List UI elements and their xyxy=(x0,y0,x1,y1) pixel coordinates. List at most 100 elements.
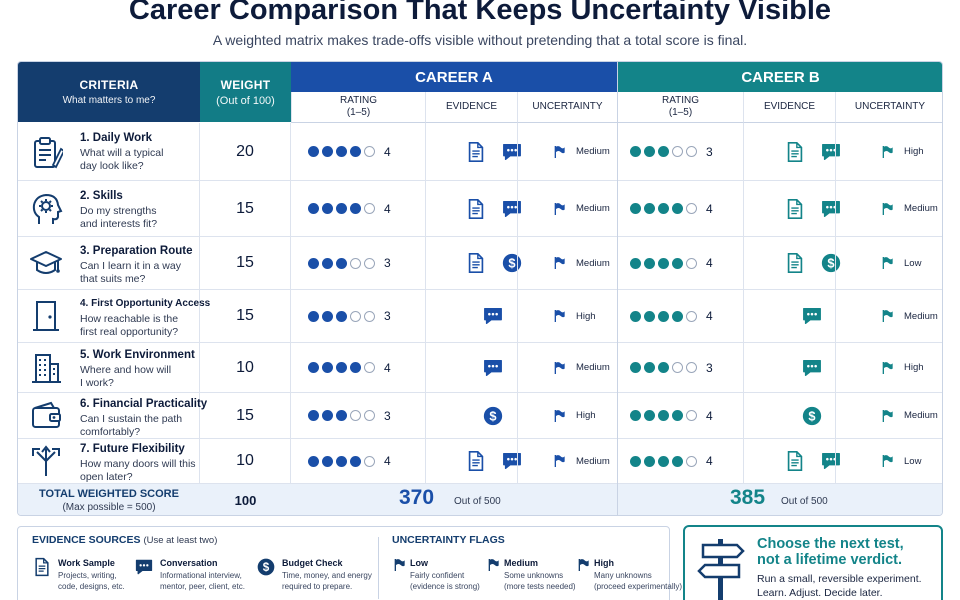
uncertainty-level: Medium xyxy=(576,203,610,214)
rating-number: 4 xyxy=(706,408,713,423)
rating-dot-filled xyxy=(644,310,655,322)
weight-header: WEIGHT (Out of 100) xyxy=(200,62,291,122)
career-a-rating-header: RATING (1–5) xyxy=(291,92,425,123)
rating-dot-filled xyxy=(308,410,319,421)
weight-value: 10 xyxy=(200,343,291,392)
next-test-callout: Choose the next test, not a lifetime ver… xyxy=(683,525,943,600)
career-b-evidence xyxy=(801,290,823,342)
svg-text:$: $ xyxy=(489,408,496,423)
career-b-evidence-header: EVIDENCE xyxy=(743,92,835,123)
rating-dot-empty xyxy=(364,362,375,373)
rating-dot-filled xyxy=(658,257,669,269)
rating-dot-filled xyxy=(336,310,347,322)
career-b-rating: 4 xyxy=(630,181,713,236)
rating-dot-filled xyxy=(322,455,333,467)
career-a-evidence xyxy=(465,181,523,236)
chat-icon xyxy=(822,200,840,217)
career-b-evidence xyxy=(784,123,842,180)
career-b-total-score: 385 xyxy=(730,486,766,509)
career-b-rating: 3 xyxy=(630,343,713,392)
rating-dot-filled xyxy=(308,146,319,157)
dollar-icon: $ xyxy=(502,253,522,273)
uncertainty-flag-title: High xyxy=(594,558,614,568)
rating-dot-filled xyxy=(630,310,641,322)
career-b-evidence xyxy=(801,343,823,392)
rating-dot-filled xyxy=(308,203,319,214)
flag-icon xyxy=(882,361,893,374)
svg-text:$: $ xyxy=(808,408,815,423)
rating-dot-filled xyxy=(672,310,683,322)
document-icon xyxy=(468,198,484,219)
career-b-uncertainty: High xyxy=(880,123,924,180)
uncertainty-flag-title: Medium xyxy=(504,558,539,568)
flag-icon xyxy=(554,409,565,422)
criterion-title: 5. Work Environment xyxy=(80,349,195,361)
document-icon xyxy=(468,451,484,471)
criterion-question-line-2: day look like? xyxy=(80,160,144,172)
career-a-uncertainty: Medium xyxy=(552,439,610,483)
uncertainty-flag-desc: Fairly confident (evidence is strong) xyxy=(410,570,480,592)
criteria-row: 4. First Opportunity Access How reachable… xyxy=(18,290,942,343)
rating-number: 3 xyxy=(384,408,391,423)
callout-text: Run a small, reversible experiment. Lear… xyxy=(757,572,922,600)
career-a-rating: 3 xyxy=(308,393,391,438)
rating-dot-filled xyxy=(322,362,333,373)
career-a-evidence xyxy=(465,439,523,483)
rating-dot-filled xyxy=(658,362,669,373)
chat-icon xyxy=(803,307,821,325)
document-icon xyxy=(787,451,803,471)
criterion-cell: 7. Future Flexibility How many doors will… xyxy=(18,439,200,483)
head-gear-icon xyxy=(32,193,63,224)
rating-number: 3 xyxy=(384,309,391,323)
rating-dot-empty xyxy=(672,362,683,373)
career-a-evidence xyxy=(465,123,523,180)
career-b-rating: 3 xyxy=(630,123,713,180)
criterion-question-line-1: Where and how will xyxy=(80,364,172,376)
rating-dot-filled xyxy=(336,203,347,214)
rating-dot-filled xyxy=(308,362,319,373)
rating-number: 3 xyxy=(706,144,713,159)
rating-dot-filled xyxy=(644,455,655,467)
uncertainty-level: High xyxy=(904,362,924,373)
rating-dot-filled xyxy=(350,203,361,214)
criteria-row: 3. Preparation Route Can I learn it in a … xyxy=(18,237,942,290)
rating-dot-filled xyxy=(336,410,347,421)
document-icon xyxy=(468,141,484,162)
rating-dot-empty xyxy=(364,257,375,269)
rating-dot-empty xyxy=(686,203,697,214)
weight-value: 15 xyxy=(200,290,291,342)
career-a-uncertainty: High xyxy=(552,290,596,342)
rating-dot-empty xyxy=(364,203,375,214)
career-b-evidence: $ xyxy=(784,237,842,289)
uncertainty-flag-desc-line-1: Some unknowns xyxy=(504,571,564,580)
career-b-uncertainty: Medium xyxy=(880,393,938,438)
career-b-uncertainty: Medium xyxy=(880,290,938,342)
document-icon xyxy=(787,198,803,219)
criterion-question: What will a typical day look like? xyxy=(80,147,198,173)
criteria-row: 2. Skills Do my strengths and interests fi… xyxy=(18,181,942,237)
rating-number: 4 xyxy=(384,144,391,159)
career-b-rating: 4 xyxy=(630,290,713,342)
callout-text-line-2: Learn. Adjust. Decide later. xyxy=(757,587,883,599)
graduation-cap-icon xyxy=(30,251,62,274)
callout-heading: Choose the next test, not a lifetime ver… xyxy=(757,536,904,568)
rating-dot-empty xyxy=(364,146,375,157)
career-a-total-score: 370 xyxy=(399,486,435,509)
rating-number: 4 xyxy=(384,360,391,375)
rating-dot-filled xyxy=(630,146,641,157)
career-a-evidence xyxy=(482,290,504,342)
rating-dot-filled xyxy=(658,455,669,467)
career-a-evidence xyxy=(482,343,504,392)
flag-icon xyxy=(882,257,893,269)
evidence-source-desc: Time, money, and energy required to prepa… xyxy=(282,570,372,592)
career-b-rating: 4 xyxy=(630,237,713,289)
uncertainty-level: High xyxy=(576,310,596,322)
rating-dot-filled xyxy=(644,362,655,373)
career-b-uncertainty: Low xyxy=(880,439,921,483)
callout-text-line-1: Run a small, reversible experiment. xyxy=(757,573,922,585)
rating-dot-filled xyxy=(322,310,333,322)
svg-text:$: $ xyxy=(263,561,270,574)
total-row: TOTAL WEIGHTED SCORE (Max possible = 500… xyxy=(18,484,942,515)
chat-icon xyxy=(503,200,521,217)
uncertainty-level: Medium xyxy=(576,257,610,269)
